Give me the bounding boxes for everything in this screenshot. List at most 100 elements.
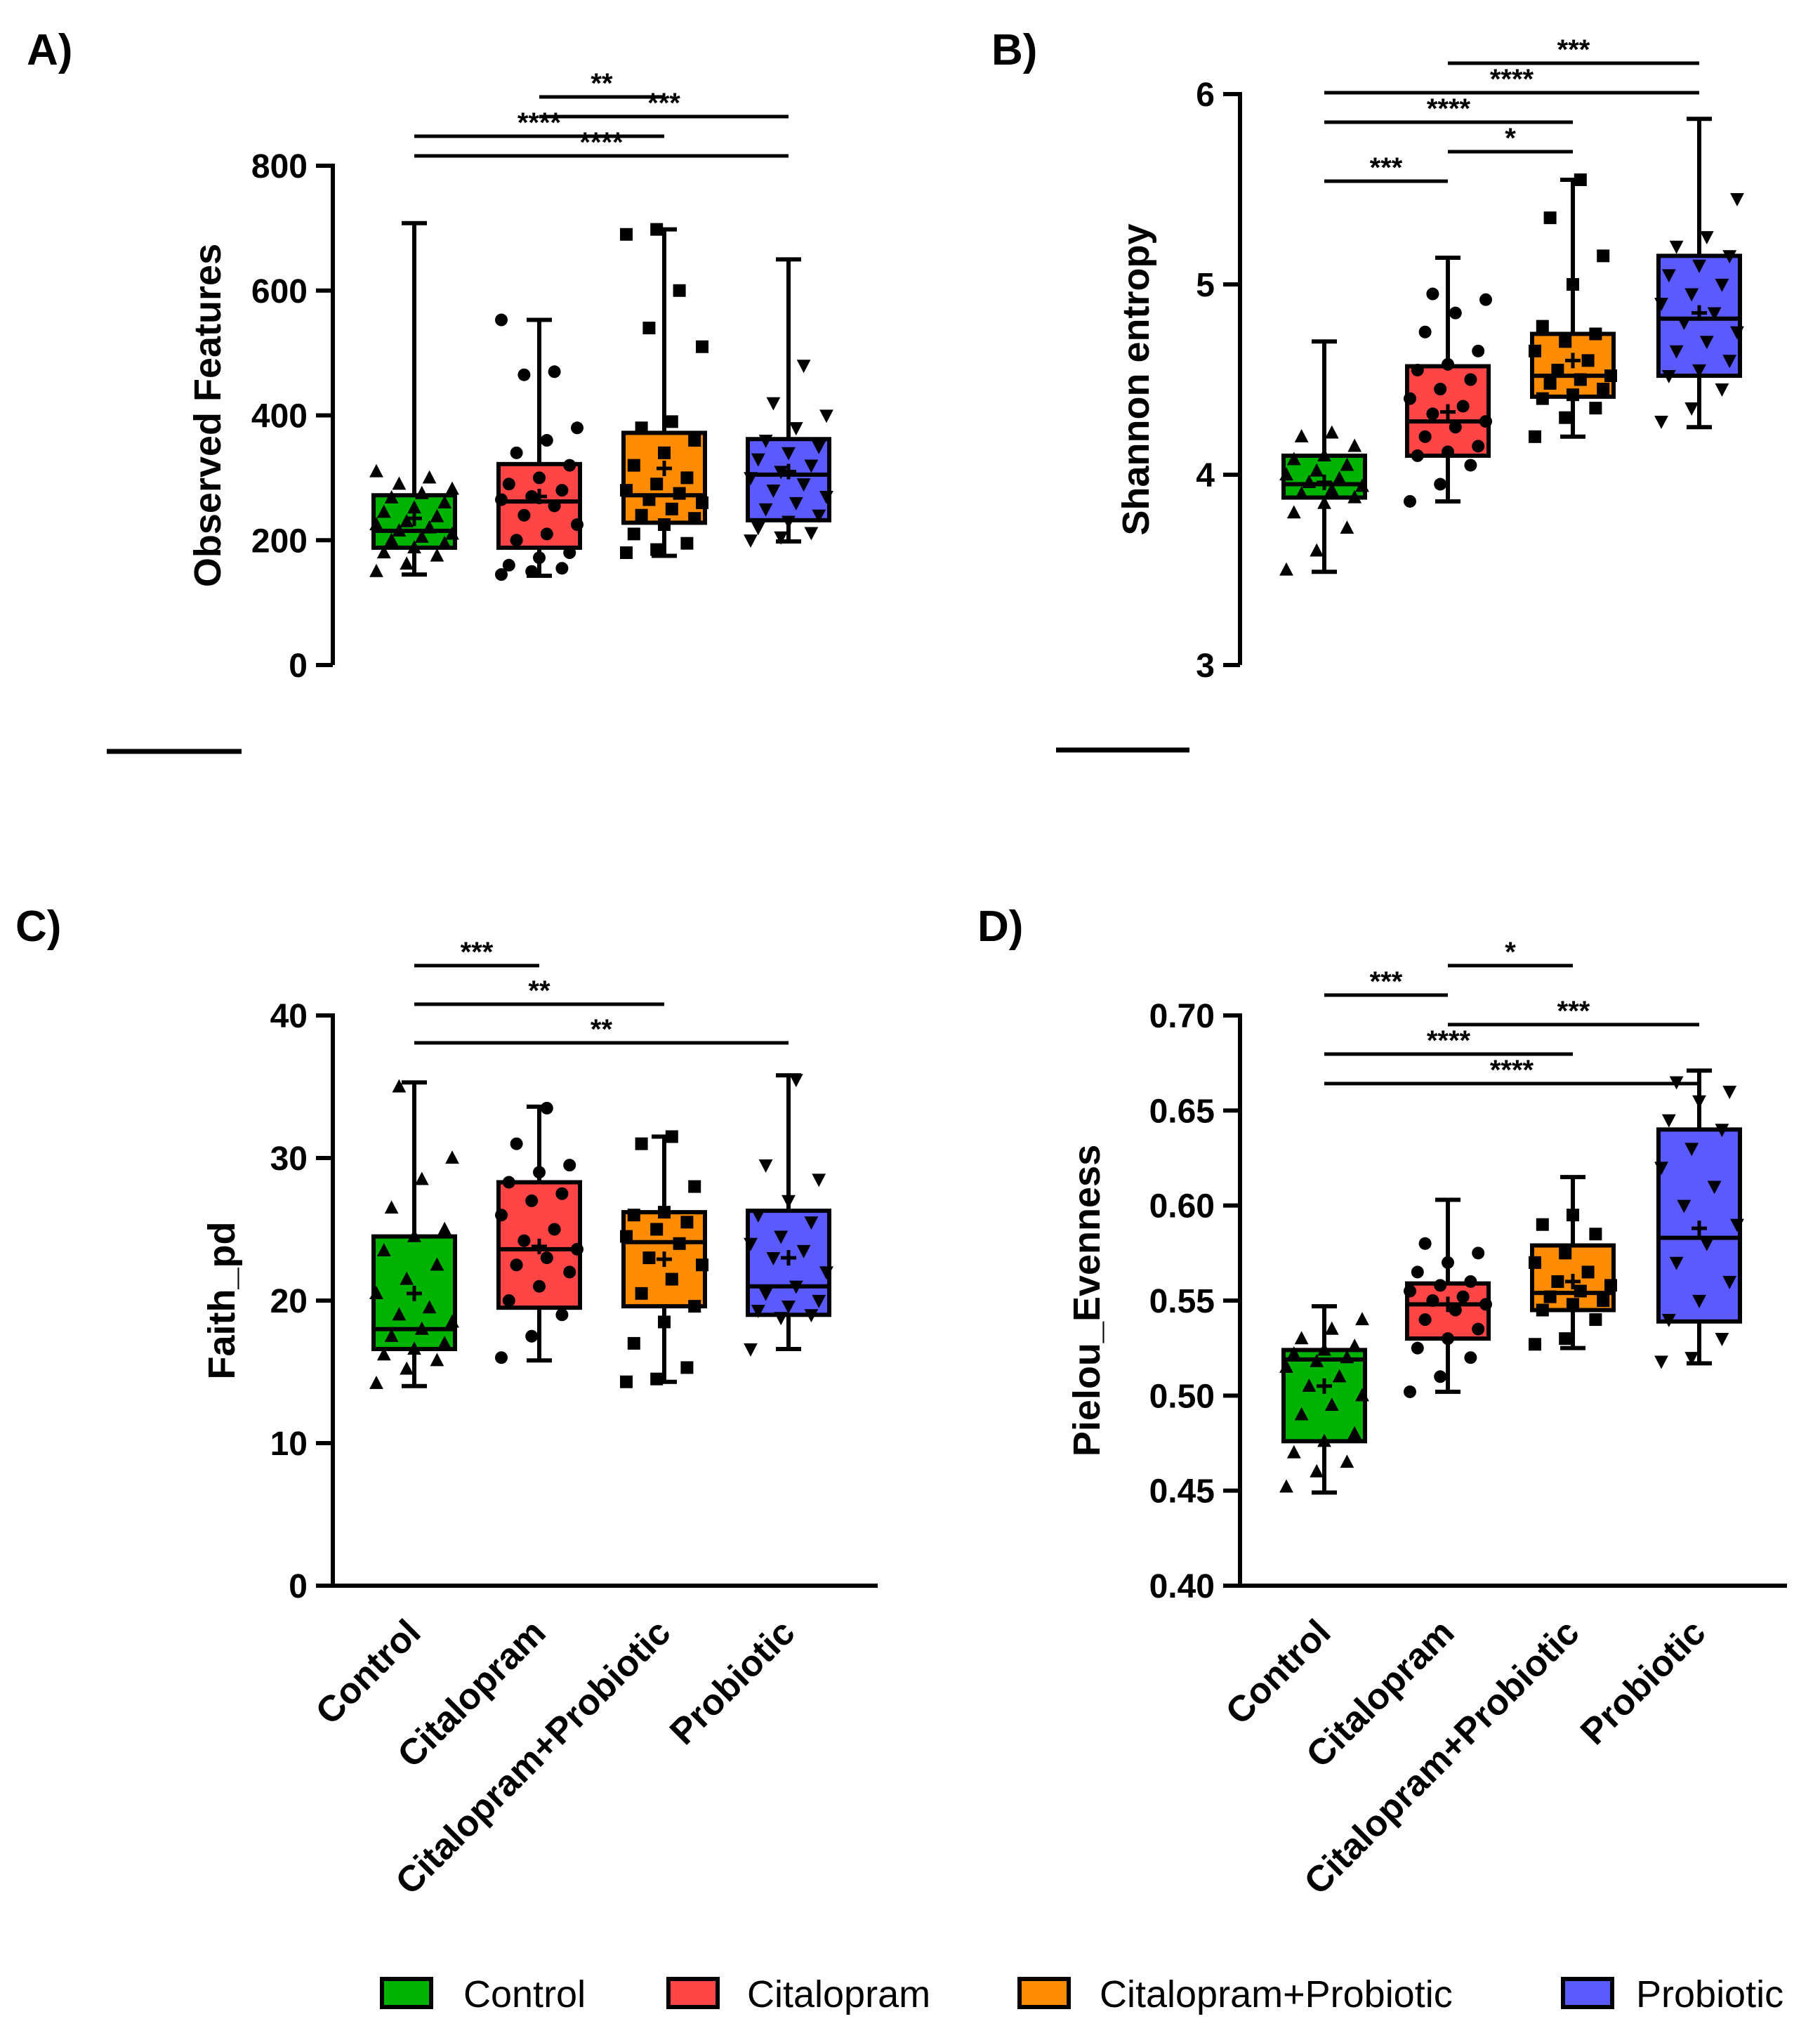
data-point <box>665 502 678 515</box>
data-point <box>635 1287 648 1300</box>
data-point <box>400 556 414 570</box>
data-point <box>673 284 686 297</box>
data-point <box>744 534 758 548</box>
y-tick-label: 0.65 <box>1149 1093 1215 1130</box>
data-point <box>1597 383 1610 396</box>
data-point <box>1589 1313 1602 1327</box>
data-point <box>495 568 508 581</box>
data-point <box>1654 416 1668 429</box>
data-point <box>673 487 686 500</box>
data-point <box>1310 1353 1324 1367</box>
legend-label-citalopram-probiotic: Citalopram+Probiotic <box>1100 1973 1453 2015</box>
data-point <box>1294 1331 1309 1345</box>
data-point <box>1317 448 1331 461</box>
data-point <box>1411 363 1424 376</box>
data-point <box>1426 407 1439 421</box>
data-point <box>1404 392 1416 405</box>
data-point <box>422 520 437 534</box>
data-point <box>437 495 452 509</box>
data-point <box>369 563 383 577</box>
data-point <box>437 1336 452 1349</box>
box-control <box>369 1079 459 1389</box>
data-point <box>422 470 437 484</box>
data-point <box>555 484 569 497</box>
data-point <box>1581 354 1595 367</box>
data-point <box>1332 1369 1347 1383</box>
data-point <box>414 529 429 543</box>
significance-label: * <box>1505 123 1516 154</box>
y-tick-label: 5 <box>1196 267 1215 304</box>
data-point <box>1279 562 1293 576</box>
data-point <box>430 1353 444 1367</box>
y-tick-label: 4 <box>1196 457 1215 494</box>
x-tick-label: Probiotic <box>1573 1612 1713 1752</box>
data-point <box>1479 293 1492 306</box>
data-point <box>1692 259 1706 273</box>
data-point <box>502 478 515 491</box>
panel-label: D) <box>977 902 1023 951</box>
data-point <box>502 1176 515 1189</box>
box-citalopram <box>495 313 583 581</box>
data-point <box>1479 415 1492 428</box>
data-point <box>517 508 531 522</box>
data-point <box>369 1375 383 1389</box>
data-point <box>533 551 546 565</box>
data-point <box>1551 1275 1564 1288</box>
data-point <box>1536 1218 1549 1231</box>
data-point <box>495 1209 508 1222</box>
significance-label: **** <box>1490 1055 1534 1086</box>
data-point <box>688 1180 701 1193</box>
data-point <box>571 421 583 435</box>
data-point <box>658 1315 671 1329</box>
box-control <box>369 221 459 577</box>
data-point <box>620 484 633 497</box>
data-point <box>1294 429 1309 442</box>
data-point <box>1692 364 1706 378</box>
data-point <box>680 1361 694 1374</box>
data-point <box>1340 457 1354 471</box>
data-point <box>1310 543 1324 557</box>
data-point <box>1317 1433 1331 1447</box>
y-tick-label: 0 <box>289 1568 308 1605</box>
data-point <box>766 397 781 411</box>
data-point <box>812 509 826 523</box>
data-point <box>400 1361 414 1375</box>
y-tick-label: 600 <box>251 273 308 310</box>
data-point <box>414 485 429 499</box>
data-point <box>1426 287 1439 301</box>
legend-label-citalopram: Citalopram <box>747 1973 930 2015</box>
data-point <box>1559 411 1572 424</box>
data-point <box>635 1137 648 1150</box>
data-point <box>1340 520 1354 534</box>
y-tick-label: 0.60 <box>1149 1188 1215 1225</box>
data-point <box>495 1351 508 1364</box>
data-point <box>400 1271 414 1285</box>
data-point <box>548 499 561 513</box>
data-point <box>445 1150 459 1164</box>
data-point <box>812 1294 826 1308</box>
data-point <box>1464 1351 1477 1364</box>
data-point <box>571 1242 583 1256</box>
significance-label: **** <box>1427 93 1471 124</box>
data-point <box>1654 298 1668 311</box>
data-point <box>751 453 765 467</box>
data-point <box>1559 1246 1572 1260</box>
data-point <box>1464 459 1477 472</box>
data-point <box>1715 278 1729 292</box>
box-citalopram <box>495 1101 583 1364</box>
data-point <box>1669 1256 1684 1270</box>
data-point <box>1529 344 1541 357</box>
data-point <box>1418 430 1432 443</box>
data-point <box>1332 471 1347 485</box>
data-point <box>1324 1397 1339 1411</box>
box-citalopram-probiotic <box>1529 1175 1617 1351</box>
data-point <box>1472 440 1485 453</box>
data-point <box>650 223 664 236</box>
box-iqr <box>1281 1348 1367 1444</box>
data-point <box>1684 288 1699 302</box>
data-point <box>688 512 701 525</box>
legend-label-control: Control <box>463 1973 586 2015</box>
data-point <box>392 1307 407 1321</box>
significance-label: *** <box>1370 152 1403 183</box>
data-point <box>1699 336 1714 350</box>
